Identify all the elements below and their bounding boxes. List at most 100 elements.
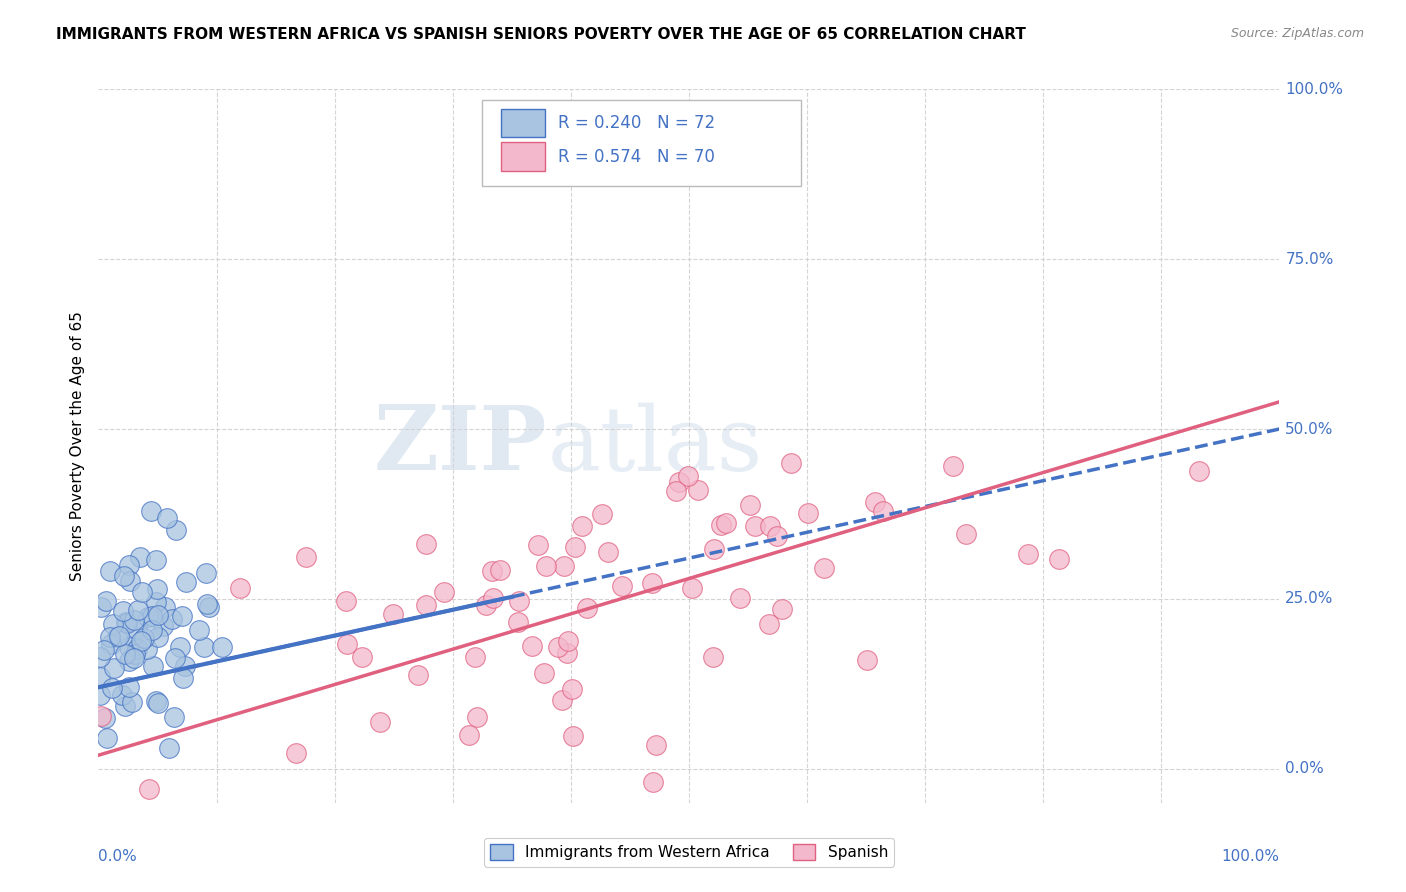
Point xyxy=(553,558,575,573)
Point xyxy=(146,631,169,645)
Point xyxy=(139,503,162,517)
Point xyxy=(676,469,699,483)
Point xyxy=(125,642,148,657)
Point xyxy=(193,640,215,654)
Point xyxy=(211,640,233,654)
FancyBboxPatch shape xyxy=(482,100,801,186)
Point xyxy=(714,516,737,531)
Point xyxy=(121,695,143,709)
Point xyxy=(547,640,569,654)
Point xyxy=(127,603,149,617)
Point xyxy=(118,680,141,694)
Point xyxy=(165,651,187,665)
Point xyxy=(145,595,167,609)
Point xyxy=(128,550,150,565)
Point xyxy=(415,598,437,612)
Point xyxy=(533,666,555,681)
Point xyxy=(101,681,124,695)
Point xyxy=(489,563,512,577)
Point xyxy=(98,630,121,644)
Point xyxy=(562,729,585,743)
Point xyxy=(464,649,486,664)
Point xyxy=(942,459,965,474)
Point xyxy=(475,598,498,612)
Point xyxy=(146,582,169,596)
Point xyxy=(96,731,118,746)
Point xyxy=(93,642,115,657)
Point xyxy=(198,600,221,615)
Legend: Immigrants from Western Africa, Spanish: Immigrants from Western Africa, Spanish xyxy=(484,838,894,866)
Point xyxy=(162,612,184,626)
Point xyxy=(481,591,503,605)
Point xyxy=(508,615,530,629)
Text: 0.0%: 0.0% xyxy=(1285,761,1324,776)
Point xyxy=(229,581,252,595)
Text: 100.0%: 100.0% xyxy=(1222,849,1279,864)
Point xyxy=(153,600,176,615)
Point xyxy=(576,601,599,615)
Point xyxy=(668,475,690,489)
Point xyxy=(640,576,662,591)
Point xyxy=(111,688,134,702)
Point xyxy=(855,652,877,666)
Point xyxy=(146,608,169,623)
Point xyxy=(381,607,404,621)
Point xyxy=(865,495,887,509)
Point xyxy=(564,540,586,554)
Point xyxy=(129,634,152,648)
Point xyxy=(195,597,218,611)
Point xyxy=(415,537,437,551)
Point xyxy=(103,616,125,631)
Point xyxy=(571,519,593,533)
Point xyxy=(368,715,391,730)
Point xyxy=(744,519,766,533)
Point xyxy=(465,710,488,724)
FancyBboxPatch shape xyxy=(501,109,546,137)
Point xyxy=(89,650,111,665)
Point xyxy=(132,632,155,646)
Text: 0.0%: 0.0% xyxy=(98,849,138,864)
Point xyxy=(766,528,789,542)
Point xyxy=(141,608,163,623)
Point xyxy=(665,483,688,498)
Point xyxy=(681,581,703,595)
Point xyxy=(481,565,503,579)
Point xyxy=(557,634,579,648)
Point xyxy=(285,746,308,760)
Point xyxy=(122,651,145,665)
Text: atlas: atlas xyxy=(547,402,762,490)
Point xyxy=(596,545,619,559)
Point xyxy=(294,550,316,565)
Y-axis label: Seniors Poverty Over the Age of 65: Seniors Poverty Over the Age of 65 xyxy=(69,311,84,581)
Text: IMMIGRANTS FROM WESTERN AFRICA VS SPANISH SENIORS POVERTY OVER THE AGE OF 65 COR: IMMIGRANTS FROM WESTERN AFRICA VS SPANIS… xyxy=(56,27,1026,42)
Point xyxy=(686,483,709,498)
Point xyxy=(813,561,835,575)
Point xyxy=(872,504,894,518)
Point xyxy=(172,671,194,685)
Text: 75.0%: 75.0% xyxy=(1285,252,1334,267)
FancyBboxPatch shape xyxy=(501,143,546,171)
Point xyxy=(1188,464,1211,478)
Point xyxy=(797,506,820,520)
Point xyxy=(98,564,121,578)
Point xyxy=(152,619,174,633)
Text: 50.0%: 50.0% xyxy=(1285,422,1334,436)
Point xyxy=(115,615,138,629)
Point xyxy=(118,654,141,668)
Point xyxy=(520,639,543,653)
Point xyxy=(100,637,122,651)
Point xyxy=(173,658,195,673)
Point xyxy=(703,542,725,557)
Point xyxy=(94,710,117,724)
Point xyxy=(195,566,218,581)
Point xyxy=(645,738,668,752)
Point xyxy=(758,616,780,631)
Point xyxy=(779,456,801,470)
Point xyxy=(350,649,373,664)
Point xyxy=(174,575,197,590)
Point xyxy=(1017,547,1039,561)
Point xyxy=(591,507,613,521)
Point xyxy=(758,519,780,533)
Point xyxy=(94,594,117,608)
Point xyxy=(165,524,187,538)
